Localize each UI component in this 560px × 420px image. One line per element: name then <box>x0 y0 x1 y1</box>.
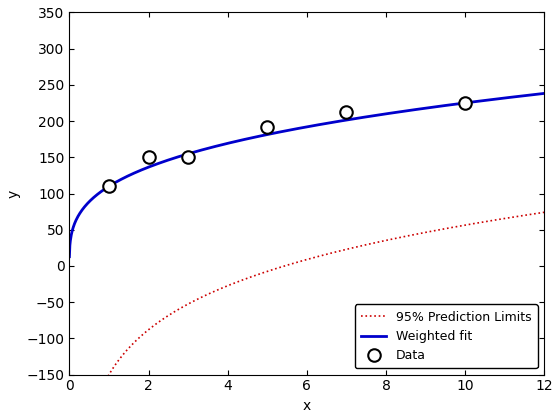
95% Prediction Limits <box>153 2 160 7</box>
Weighted fit <box>66 254 73 259</box>
Weighted fit <box>445 102 451 108</box>
Weighted fit <box>436 104 443 109</box>
Weighted fit <box>275 130 282 135</box>
Weighted fit <box>392 110 399 115</box>
Data <box>106 184 113 189</box>
95% Prediction Limits <box>115 0 122 3</box>
95% Prediction Limits <box>259 0 265 1</box>
Data <box>462 100 469 105</box>
Data <box>264 124 270 129</box>
Weighted fit <box>258 133 265 138</box>
Line: 95% Prediction Limits: 95% Prediction Limits <box>69 0 544 5</box>
Line: Data: Data <box>102 97 472 192</box>
Data <box>343 110 350 115</box>
Data <box>145 155 152 160</box>
Line: Weighted fit: Weighted fit <box>69 93 544 257</box>
Y-axis label: y: y <box>7 189 21 198</box>
Legend: 95% Prediction Limits, Weighted fit, Data: 95% Prediction Limits, Weighted fit, Dat… <box>355 304 538 368</box>
Weighted fit <box>541 91 548 96</box>
Data <box>185 155 192 160</box>
Weighted fit <box>115 178 122 184</box>
X-axis label: x: x <box>302 399 311 413</box>
